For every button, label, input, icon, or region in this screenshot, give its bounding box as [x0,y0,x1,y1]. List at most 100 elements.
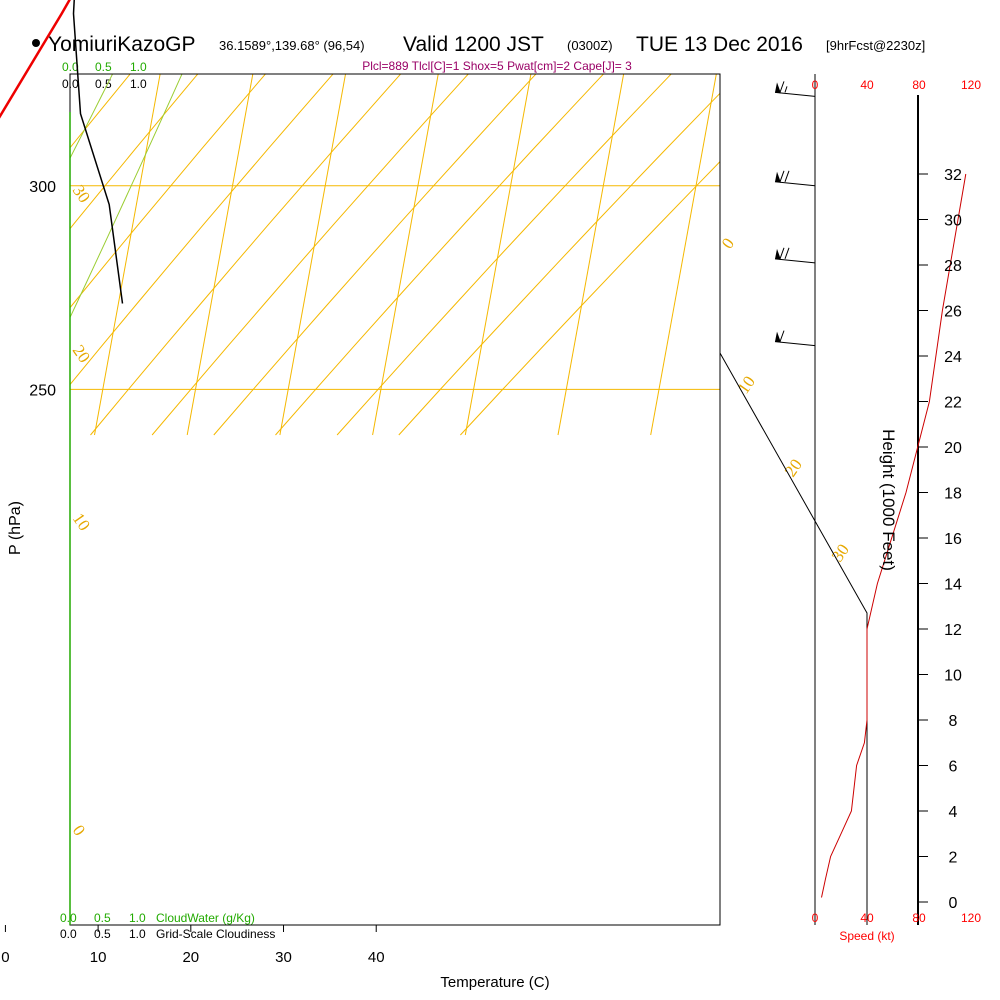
station-marker [32,39,40,47]
cloudiness-bottom-tick-0: 0.0 [60,927,77,941]
x-axis-label: Temperature (C) [440,974,549,991]
isotherm-line [557,74,625,436]
speed-axis-label: Speed (kt) [839,929,894,943]
station-name: YomiuriKazoGP [48,33,195,56]
isotherm-line [186,74,254,436]
dry-adiabat-line [0,0,382,435]
height-tick-label: 22 [944,395,962,412]
cloudwater-top-tick-1: 0.5 [95,60,112,74]
plot-frame [69,73,721,926]
pressure-axis: 2503004005007008501000 [29,179,56,400]
stability-indices: Plcl=889 Tlcl[C]=1 Shox=5 Pwat[cm]=2 Cap… [362,59,632,73]
moist-adiabat-line [0,0,353,435]
cloudiness-top-tick-2: 1.0 [130,77,147,91]
valid-date: TUE 13 Dec 2016 [636,33,803,56]
zulu-time: (0300Z) [567,38,613,53]
cloudiness-label: Grid-Scale Cloudiness [156,927,275,941]
isotherm-label: 20 [69,341,94,366]
height-tick-label: 4 [949,804,958,821]
hodograph-boundary [719,352,868,925]
isotherm-label: 0 [718,234,738,252]
thermo-background [0,0,720,436]
height-tick-label: 8 [949,713,958,730]
height-tick-label: 10 [944,668,962,685]
cloudiness-line [72,0,124,304]
speed-top-tick-label: 40 [860,78,874,92]
wind-speed-line [821,173,967,898]
wind-barb [774,170,816,187]
isotherm-lines [0,0,717,436]
isotherm-label: 30 [69,181,94,206]
pressure-tick-label: 300 [29,179,56,196]
height-tick-label: 18 [944,486,962,503]
cloudwater-top-tick-2: 1.0 [130,60,147,74]
cloudiness-top-tick-1: 0.5 [95,77,112,91]
x-tick-label: 30 [275,949,292,966]
height-tick-label: 6 [949,759,958,776]
cloudwater-label: CloudWater (g/Kg) [156,911,255,925]
cloudwater-bottom-tick-2: 1.0 [129,911,146,925]
forecast-label: [9hrFcst@2230z] [826,38,925,53]
height-tick-label: 2 [949,850,958,867]
height-tick-label: 26 [944,304,962,321]
dry-adiabat-line [0,0,102,435]
cloudiness-bottom-tick-1: 0.5 [94,927,111,941]
cloudwater-top-tick-0: 0.0 [62,60,79,74]
wind-barb [774,247,816,264]
dry-adiabat-line [0,0,8,435]
height-tick-label: 12 [944,622,962,639]
pressure-tick-label: 250 [29,382,56,399]
x-tick-label: 10 [90,949,107,966]
isotherm-label: 10 [69,509,94,534]
speed-bottom-tick-label: 80 [912,911,926,925]
isotherm-line [279,74,347,436]
wind-speed-profile [821,173,967,898]
isotherm-label: 30 [828,540,853,565]
wind-barb [774,330,816,347]
isotherm-line [0,0,20,435]
station-coords: 36.1589°,139.68° (96,54) [219,38,365,53]
speed-top-tick-label: 0 [812,78,819,92]
cloudiness-profile [72,0,124,304]
isotherm-label: 0 [69,821,89,839]
x-tick-label: 0 [1,949,9,966]
speed-top-tick-label: 80 [912,78,926,92]
cloudwater-bottom-tick-1: 0.5 [94,911,111,925]
moist-adiabat-line [0,0,242,435]
cloudiness-bottom-tick-2: 1.0 [129,927,146,941]
isotherm-line [650,74,717,436]
speed-bottom-tick-label: 40 [860,911,874,925]
height-tick-label: 32 [944,167,962,184]
cloudwater-bottom-tick-0: 0.0 [60,911,77,925]
temperature-axis: -30-20-10010203040 [1,925,385,966]
height-tick-label: 30 [944,213,962,230]
height-axis-label: Height (1000 Feet) [879,429,898,571]
y-axis-label: P (hPa) [7,501,24,555]
height-tick-label: 14 [944,577,962,594]
isotherm-line [372,74,439,436]
cloudiness-top-tick-0: 0.0 [62,77,79,91]
speed-bottom-tick-label: 120 [961,911,981,925]
wind-barbs [774,81,816,347]
isotherm-line [464,74,532,436]
x-tick-label: 40 [368,949,385,966]
wind-barb [774,81,816,97]
height-tick-label: 16 [944,531,962,548]
valid-time: Valid 1200 JST [403,33,544,56]
height-tick-label: 0 [949,895,958,912]
moist-adiabat-line [0,0,316,435]
height-tick-label: 20 [944,440,962,457]
isotherm-line [94,74,161,436]
speed-bottom-tick-label: 0 [812,911,819,925]
speed-top-tick-label: 120 [961,78,981,92]
isotherm-line [2,0,298,435]
height-tick-label: 28 [944,258,962,275]
isobar-lines [70,185,720,390]
moist-adiabat-line [0,0,390,435]
x-tick-label: 20 [182,949,199,966]
height-tick-label: 24 [944,349,962,366]
